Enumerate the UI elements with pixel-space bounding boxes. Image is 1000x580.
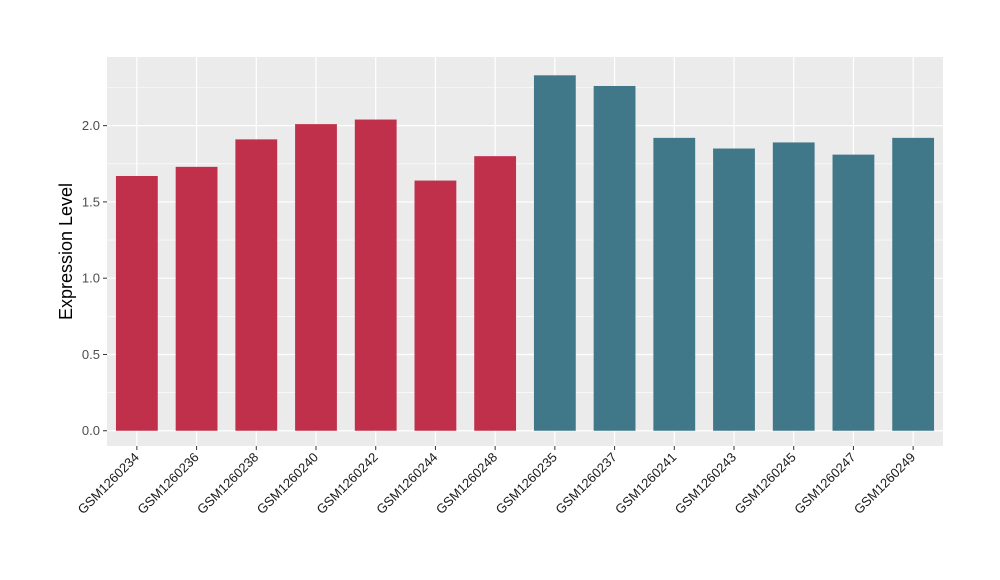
- bar-GSM1260242: [354, 119, 397, 431]
- y-tick-label: 1.0: [82, 271, 100, 286]
- bar-GSM1260235: [533, 75, 576, 431]
- bar-GSM1260236: [175, 166, 218, 431]
- x-tick-label: GSM1260237: [552, 450, 619, 517]
- x-tick-label: GSM1260242: [313, 450, 380, 517]
- bar-GSM1260244: [414, 180, 457, 431]
- bar-GSM1260248: [474, 156, 517, 431]
- x-tick-label: GSM1260241: [612, 450, 679, 517]
- x-tick-label: GSM1260238: [194, 450, 261, 517]
- x-tick-label: GSM1260235: [493, 450, 560, 517]
- y-tick-label: 2.0: [82, 118, 100, 133]
- bar-GSM1260240: [295, 124, 337, 431]
- x-tick-label: GSM1260240: [254, 450, 321, 517]
- plot-panel: [107, 57, 943, 446]
- bar-GSM1260237: [593, 85, 636, 431]
- y-tick-label: 1.5: [82, 194, 100, 209]
- x-tick-label: GSM1260236: [134, 450, 201, 517]
- bar-GSM1260238: [235, 139, 278, 431]
- bar-GSM1260245: [772, 142, 815, 431]
- x-tick-label: GSM1260245: [731, 450, 798, 517]
- bar-GSM1260249: [892, 137, 935, 431]
- x-tick-label: GSM1260249: [851, 450, 918, 517]
- y-tick-label: 0.5: [82, 347, 100, 362]
- bar-GSM1260247: [832, 154, 875, 431]
- x-tick-label: GSM1260234: [75, 450, 142, 517]
- x-tick-label: GSM1260247: [791, 450, 858, 517]
- x-axis: GSM1260234GSM1260236GSM1260238GSM1260240…: [75, 446, 918, 517]
- y-tick-label: 0.0: [82, 423, 100, 438]
- x-tick-label: GSM1260243: [672, 450, 739, 517]
- x-tick-label: GSM1260244: [373, 450, 440, 517]
- y-axis: 0.0 0.5 1.0 1.5 2.0: [82, 118, 107, 438]
- y-axis-title: Expression Level: [56, 183, 76, 320]
- bars: [115, 75, 935, 431]
- x-tick-label: GSM1260248: [433, 450, 500, 517]
- bar-GSM1260241: [653, 137, 696, 431]
- bar-GSM1260243: [713, 148, 755, 431]
- bar-GSM1260234: [115, 175, 158, 431]
